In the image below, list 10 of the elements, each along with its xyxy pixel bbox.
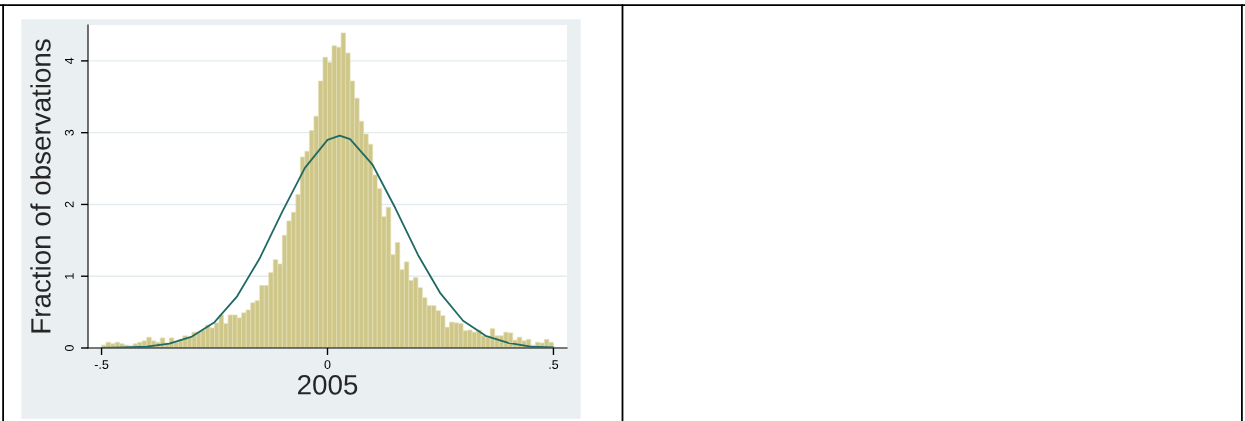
y-tick-label: 2 <box>64 201 74 208</box>
y-tick-label: 0 <box>64 345 74 351</box>
y-tick-label: 4 <box>65 57 74 65</box>
y-tick-label: 1 <box>65 273 74 279</box>
y-axis-title: Fraction of observations <box>30 39 51 333</box>
x-tick-label: .5 <box>549 360 559 369</box>
y-tick-label: 3 <box>64 129 74 136</box>
x-tick-label: 0 <box>324 360 331 369</box>
x-axis-title: 2005 <box>298 374 358 395</box>
x-tick-label: -.5 <box>94 360 109 369</box>
